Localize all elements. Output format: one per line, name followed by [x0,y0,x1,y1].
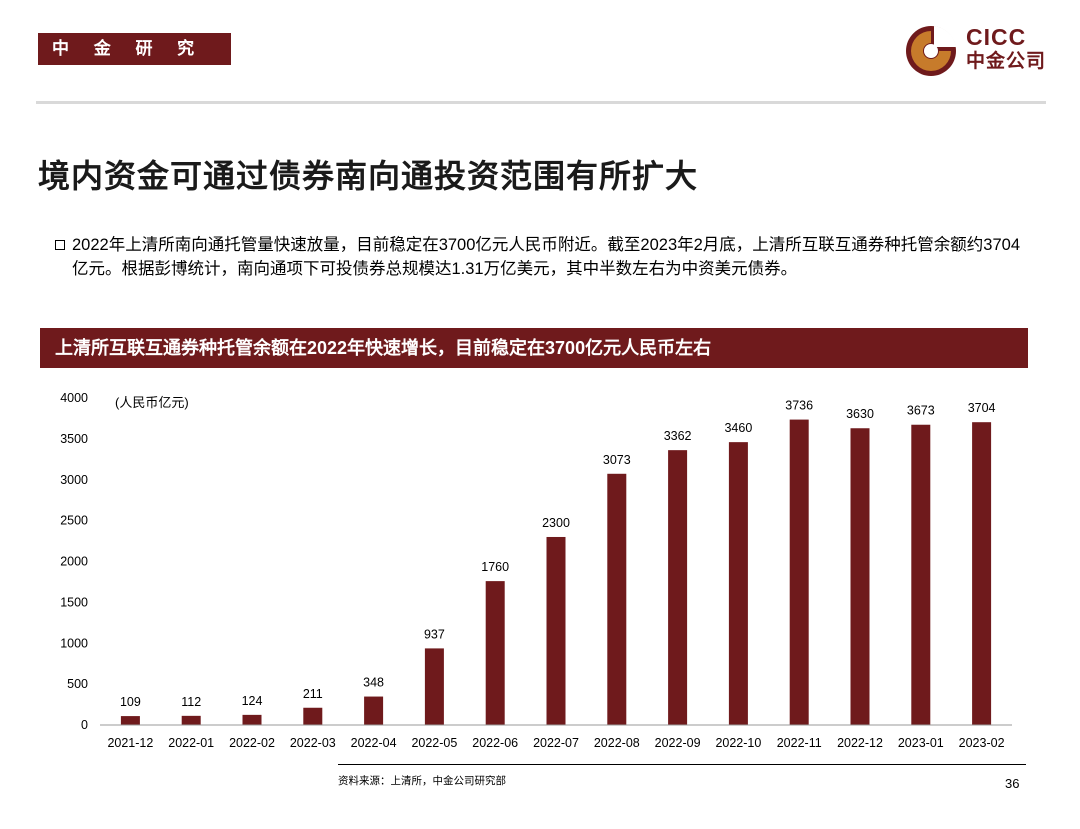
source-note: 资料来源：上清所，中金公司研究部 [338,775,506,787]
data-label: 3073 [603,453,631,467]
data-label: 3704 [968,401,996,415]
x-tick-label: 2022-09 [655,736,701,750]
footer-divider [338,764,1026,765]
y-axis-unit-label: (人民币亿元) [115,395,189,410]
bar [789,419,809,725]
x-tick-label: 2022-08 [594,736,640,750]
bullet-square-icon [55,240,65,250]
bar [485,581,505,725]
bullet-text: 2022年上清所南向通托管量快速放量，目前稳定在3700亿元人民币附近。截至20… [72,236,1021,278]
page-number: 36 [1005,776,1020,791]
bar [668,450,688,725]
bar-chart: 0 500 1000 1500 2000 2500 3000 3500 4000 (人民币亿元)… [60,391,1012,750]
y-tick-label: 2000 [60,555,88,569]
cicc-logo-icon [906,26,956,76]
data-label: 3736 [785,399,813,413]
logo-chinese-text: 中金公司 [966,51,1047,72]
y-tick-label: 4000 [60,391,88,405]
data-label: 1760 [481,560,509,574]
x-tick-label: 2022-01 [168,736,214,750]
data-label: 112 [181,695,201,709]
data-label: 3460 [724,421,752,435]
y-tick-label: 500 [67,677,88,691]
bar [607,473,627,725]
bar [120,716,140,725]
cicc-logo: CICC 中金公司 [905,23,1055,79]
x-tick-label: 2023-02 [959,736,1005,750]
data-label: 211 [303,687,323,701]
bar [364,696,384,725]
bar [728,442,748,725]
y-tick-label: 0 [81,718,88,732]
y-tick-label: 3000 [60,473,88,487]
bar [242,714,262,725]
page-title: 境内资金可通过债券南向通投资范围有所扩大 [38,158,699,194]
y-tick-label: 1500 [60,595,88,609]
data-label: 124 [242,694,263,708]
bar [303,707,323,725]
y-tick-label: 2500 [60,514,88,528]
y-tick-label: 1000 [60,636,88,650]
data-label: 109 [120,695,141,709]
x-tick-label: 2022-06 [472,736,518,750]
data-label: 2300 [542,516,570,530]
x-tick-label: 2023-01 [898,736,944,750]
data-label: 3630 [846,407,874,421]
data-label: 3673 [907,404,935,418]
x-tick-label: 2022-07 [533,736,579,750]
department-badge: 中 金 研 究 部 [38,33,231,90]
chart-title-bar: 上清所互联互通券种托管余额在2022年快速增长，目前稳定在3700亿元人民币左右 [40,328,1028,368]
bar [424,648,444,725]
bar [850,428,870,725]
x-tick-label: 2022-02 [229,736,275,750]
bar [911,424,931,725]
x-tick-label: 2022-03 [290,736,336,750]
header-divider [36,101,1046,104]
bar [546,536,566,725]
x-tick-label: 2022-12 [837,736,883,750]
data-label: 348 [363,676,384,690]
x-tick-label: 2022-11 [777,736,822,750]
y-tick-label: 3500 [60,432,88,446]
bar [972,422,992,725]
x-tick-label: 2022-04 [351,736,397,750]
x-tick-label: 2022-05 [411,736,457,750]
data-label: 3362 [664,429,692,443]
x-tick-label: 2021-12 [107,736,153,750]
data-label: 937 [424,627,445,641]
logo-english-text: CICC [966,24,1027,50]
bar [181,715,201,725]
x-tick-label: 2022-10 [715,736,761,750]
